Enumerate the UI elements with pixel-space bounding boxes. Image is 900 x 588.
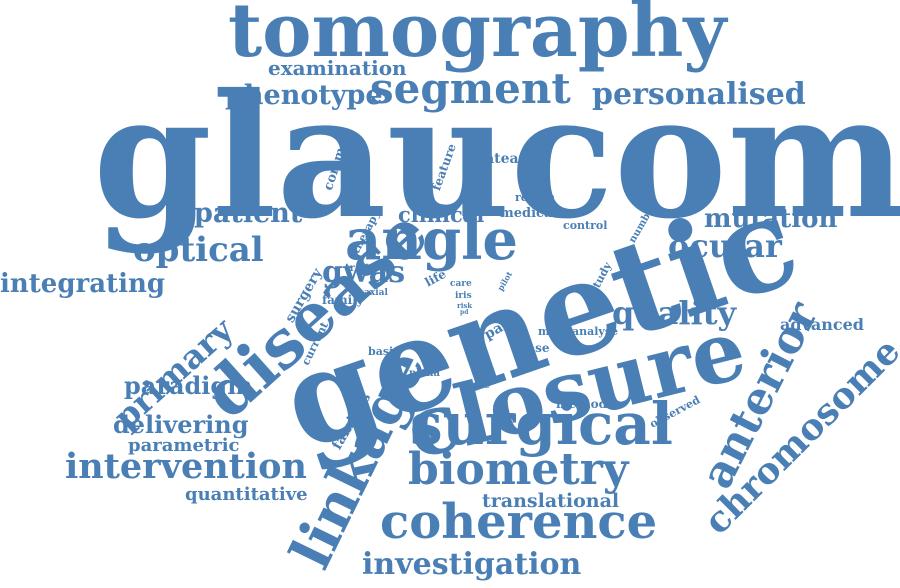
word-basis: basis (368, 345, 400, 358)
word-segment: segment (370, 64, 571, 113)
word-analyse: analyse (572, 325, 619, 338)
word-coherence: coherence (380, 494, 658, 550)
word-trait: trait (345, 263, 370, 274)
word-intervention: intervention (65, 446, 307, 487)
word-advanced: advanced (780, 315, 864, 334)
word-more: more (538, 325, 570, 338)
word-examination: examination (268, 56, 407, 80)
word-clinical: clinical (398, 202, 485, 227)
word-method: method (556, 397, 607, 411)
word-angle: angle (345, 207, 519, 273)
word-control: control (563, 219, 608, 232)
word-investigation: investigation (362, 547, 582, 582)
word-gwas: gwas (322, 255, 406, 290)
word-family: family (322, 293, 364, 307)
word-case: case (520, 341, 550, 355)
word-phenotype: phenotype (225, 80, 383, 111)
word-region: region (515, 191, 555, 204)
word-medical: medical (500, 206, 558, 221)
word-mutation: mutation (704, 204, 838, 234)
word-patient: patient (194, 198, 303, 229)
word-care: care (450, 279, 472, 289)
word-surgical: surgical (410, 390, 673, 458)
word-translational: translational (482, 490, 620, 512)
word-axial: axial (364, 288, 388, 298)
word-plana: plana (409, 368, 441, 379)
word-iris: iris (455, 291, 472, 301)
word-integrating: integrating (0, 269, 166, 299)
word-parametric: parametric (128, 435, 240, 456)
word-tomography: tomography (228, 0, 727, 74)
word-personalised: personalised (592, 77, 806, 112)
word-pd: pd (460, 309, 469, 316)
word-glaucoma: glaucoma (93, 57, 900, 257)
word-biometry: biometry (408, 444, 629, 495)
word-score: score (460, 380, 491, 391)
word-delivering: delivering (113, 410, 249, 439)
word-optical: optical (133, 230, 264, 270)
word-ocular: ocular (668, 227, 782, 265)
word-quality: quality (612, 294, 737, 332)
word-plateau: plateau (470, 151, 529, 167)
word-paradigm: paradigm (124, 371, 253, 400)
word-quantitative: quantitative (185, 484, 308, 505)
word-risk: risk (457, 301, 473, 310)
